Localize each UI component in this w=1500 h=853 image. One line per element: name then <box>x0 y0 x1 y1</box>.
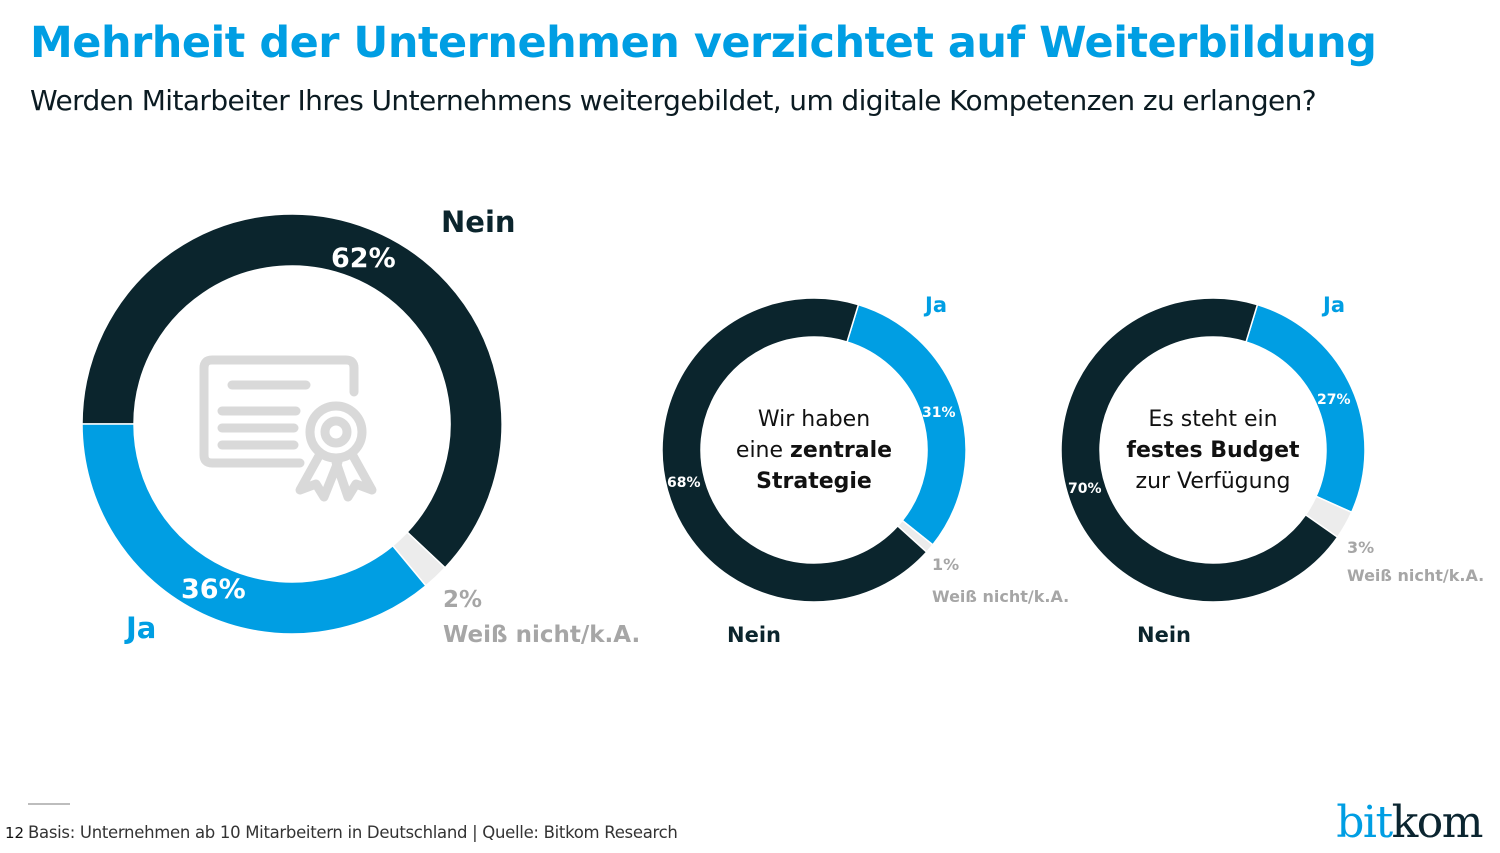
center-text-budget: Es steht ein festes Budget zur Verfügung <box>1126 407 1300 494</box>
donut-slice-ja <box>81 423 427 635</box>
value-label-nein-2: 68% <box>667 475 701 491</box>
center-text-normal: Wir haben <box>758 407 870 432</box>
legend-label-ja-2: Ja <box>923 293 947 317</box>
center-text-bold: zentrale <box>790 438 892 463</box>
center-text-line: zur Verfügung <box>1136 469 1291 494</box>
donut-slice-nein <box>1060 297 1339 603</box>
legend-label-weiss-nicht-1: Weiß nicht/k.A. <box>443 622 640 648</box>
bitkom-logo: bitkom <box>1336 797 1484 848</box>
value-label-nein-3: 70% <box>1068 481 1102 497</box>
donut-chart-weiterbildung <box>81 213 503 635</box>
legend-label-weiss-nicht-2: Weiß nicht/k.A. <box>932 587 1069 606</box>
legend-label-nein-1: Nein <box>441 205 516 239</box>
legend-label-ja-3: Ja <box>1321 293 1345 317</box>
center-text-line: Es steht ein <box>1148 407 1277 432</box>
donut-chart-budget <box>1060 297 1366 603</box>
legend-label-nein-3: Nein <box>1137 623 1191 647</box>
center-text-line: Strategie <box>756 469 872 494</box>
logo-part-kom: kom <box>1391 797 1484 848</box>
page-subtitle: Werden Mitarbeiter Ihres Unternehmens we… <box>30 84 1317 117</box>
center-text-strategie: Wir haben eine zentrale Strategie <box>736 407 892 494</box>
donut-chart-strategie <box>661 297 967 603</box>
footer-divider <box>28 803 70 805</box>
center-text-line: Wir haben <box>758 407 870 432</box>
logo-part-bit: bit <box>1336 797 1393 848</box>
legend-label-ja-1: Ja <box>124 611 156 645</box>
center-text-bold: Strategie <box>756 469 872 494</box>
certificate-icon <box>199 355 377 502</box>
legend-label-nein-2: Nein <box>727 623 781 647</box>
value-label-weiss-nicht-1: 2% <box>443 587 482 613</box>
center-text-line: festes Budget <box>1126 438 1300 463</box>
value-label-ja-3: 27% <box>1317 392 1351 408</box>
value-label-ja-2: 31% <box>922 405 956 421</box>
center-text-normal: Es steht ein <box>1148 407 1277 432</box>
value-label-weiss-nicht-2: 1% <box>932 555 959 574</box>
center-text-bold: festes Budget <box>1126 438 1300 463</box>
page-title: Mehrheit der Unternehmen verzichtet auf … <box>30 18 1377 68</box>
value-label-ja-1: 36% <box>181 574 246 605</box>
donut-slice-nein <box>661 297 928 603</box>
source-note: Basis: Unternehmen ab 10 Mitarbeitern in… <box>28 823 678 842</box>
legend-label-weiss-nicht-3: Weiß nicht/k.A. <box>1347 566 1484 585</box>
value-label-nein-1: 62% <box>331 243 396 274</box>
center-text-line: eine zentrale <box>736 438 892 463</box>
value-label-weiss-nicht-3: 3% <box>1347 538 1374 557</box>
center-text-normal: eine <box>736 438 790 463</box>
page-number: 12 <box>5 824 25 842</box>
center-text-normal: zur Verfügung <box>1136 469 1291 494</box>
donut-slice-nein <box>81 213 503 569</box>
